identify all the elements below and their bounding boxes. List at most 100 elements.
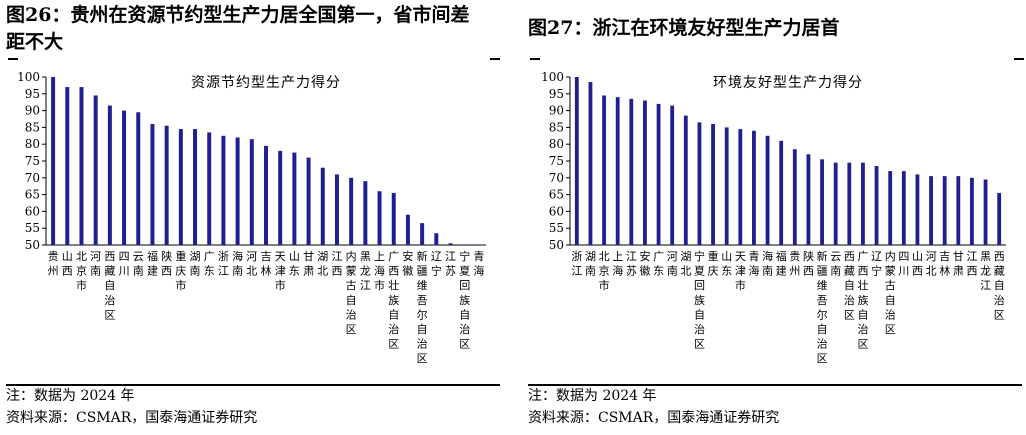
right-bar-27 [942, 176, 947, 245]
right-xtick-label-25: 山西 [912, 250, 923, 278]
right-figure-title: 图27：浙江在环境友好型生产力居首 [528, 17, 840, 39]
left-xtick-label-0: 贵州 [48, 250, 59, 278]
left-ytick-label-6: 80 [25, 137, 40, 151]
left-bar-16 [278, 150, 283, 245]
right-xtick-label-3: 上海 [612, 250, 623, 278]
right-corner-mark-right [1014, 58, 1024, 60]
left-xtick-label-21: 内蒙古自治区 [346, 249, 357, 336]
left-bar-20 [334, 174, 339, 245]
left-bar-28 [448, 243, 453, 245]
right-bar-10 [711, 124, 715, 245]
left-bar-26 [420, 223, 425, 245]
left-xtick-label-12: 浙江 [218, 250, 229, 278]
right-xtick-label-10: 重庆 [708, 249, 719, 278]
left-xtick-label-28: 江苏 [445, 250, 456, 278]
right-ytick-label-6: 80 [549, 137, 564, 151]
right-note: 注：数据为 2024 年 [528, 388, 657, 404]
right-ytick-label-3: 65 [549, 188, 564, 202]
left-bar-29 [462, 244, 467, 245]
left-xtick-label-15: 吉林 [261, 250, 272, 278]
left-xtick-label-17: 山东 [289, 250, 300, 278]
right-bar-16 [792, 149, 797, 245]
right-bar-26 [929, 176, 933, 245]
left-xtick-label-18: 甘肃 [303, 250, 314, 278]
right-xtick-label-0: 浙江 [571, 250, 582, 278]
left-ytick-label-2: 60 [25, 204, 40, 218]
right-bar-chart: 50 55 60 65 70 75 80 85 90 95 100 环境友好型生产力得分浙江湖南北京市… [541, 70, 1006, 365]
right-bar-30 [983, 179, 988, 245]
left-bar-10 [193, 129, 198, 245]
right-ytick-label-1: 55 [549, 221, 564, 235]
right-ytick-label-8: 90 [549, 104, 564, 118]
right-bar-7 [670, 105, 675, 245]
right-xtick-label-9: 宁夏回族自治区 [694, 249, 705, 351]
left-bar-17 [292, 152, 297, 245]
right-bar-24 [901, 171, 906, 245]
left-xtick-label-26: 新疆维吾尔自治区 [417, 249, 428, 365]
right-corner-mark-left [530, 58, 540, 60]
right-xtick-label-24: 四川 [898, 250, 909, 278]
left-xtick-label-20: 江西 [331, 250, 342, 278]
right-ytick-label-5: 75 [549, 154, 564, 168]
right-xtick-label-13: 青海 [748, 250, 759, 278]
right-xtick-label-27: 吉林 [939, 250, 950, 278]
right-bottom-rule [528, 384, 1022, 386]
left-bar-15 [264, 145, 268, 245]
left-ytick-label-1: 55 [25, 221, 40, 235]
right-xtick-label-14: 海南 [762, 249, 773, 278]
right-xtick-label-4: 江苏 [626, 250, 637, 278]
right-xtick-label-23: 内蒙古自治区 [885, 249, 896, 336]
left-chart-title: 资源节约型生产力得分 [191, 74, 341, 91]
right-bar-1 [588, 82, 593, 245]
left-bar-22 [363, 181, 368, 245]
left-xtick-label-2: 北京市 [76, 250, 87, 292]
left-ytick-label-7: 85 [25, 120, 40, 134]
left-bar-24 [391, 192, 396, 245]
left-bar-18 [306, 157, 311, 245]
right-bar-23 [888, 171, 893, 245]
left-ytick-label-9: 95 [25, 87, 40, 101]
left-xtick-label-9: 重庆市 [175, 249, 186, 292]
left-bar-30 [476, 244, 481, 245]
left-xtick-label-7: 福建 [147, 249, 158, 278]
left-xtick-label-3: 河南 [90, 250, 101, 278]
right-bar-3 [615, 97, 620, 245]
right-bar-29 [970, 177, 974, 245]
right-bar-11 [724, 127, 729, 245]
right-ytick-label-9: 95 [549, 87, 564, 101]
left-xtick-label-10: 湖南 [190, 250, 201, 278]
left-bar-5 [122, 110, 127, 245]
right-xtick-label-12: 天津市 [735, 250, 746, 292]
right-xtick-label-28: 甘肃 [953, 250, 964, 278]
right-ytick-label-10: 100 [541, 70, 564, 84]
left-xtick-label-29: 宁夏回族自治区 [459, 249, 470, 351]
right-xtick-label-20: 西藏自治区 [844, 250, 855, 321]
left-ytick-label-10: 100 [17, 70, 40, 84]
right-bar-13 [752, 130, 756, 245]
left-xtick-label-16: 天津市 [275, 250, 286, 292]
left-xtick-label-30: 青海 [473, 250, 484, 278]
right-xtick-label-11: 山东 [721, 250, 732, 278]
left-bar-4 [107, 105, 112, 245]
left-bar-9 [178, 129, 183, 245]
left-bar-7 [150, 124, 155, 245]
right-xtick-label-16: 贵州 [789, 250, 800, 278]
right-xtick-label-19: 云南 [830, 250, 841, 278]
right-bar-6 [656, 103, 661, 245]
right-xtick-label-15: 福建 [776, 249, 787, 278]
left-bar-13 [235, 137, 240, 245]
left-ytick-label-5: 75 [25, 154, 40, 168]
left-bar-0 [51, 77, 56, 245]
left-note: 注：数据为 2024 年 [6, 388, 135, 404]
right-bar-8 [683, 115, 688, 245]
left-bar-8 [164, 125, 169, 245]
left-ytick-label-8: 90 [25, 104, 40, 118]
left-bar-11 [207, 132, 212, 245]
left-xtick-label-1: 山西 [62, 250, 73, 278]
right-xtick-label-17: 陕西 [803, 249, 814, 278]
right-ytick-label-0: 50 [549, 238, 564, 252]
left-xtick-label-4: 西藏自治区 [104, 250, 115, 321]
left-bar-chart: 50 55 60 65 70 75 80 85 90 95 100 资源节约型生产力得分贵州山西北京市… [17, 70, 486, 365]
right-bar-25 [915, 174, 920, 245]
right-xtick-label-6: 广东 [653, 250, 664, 278]
